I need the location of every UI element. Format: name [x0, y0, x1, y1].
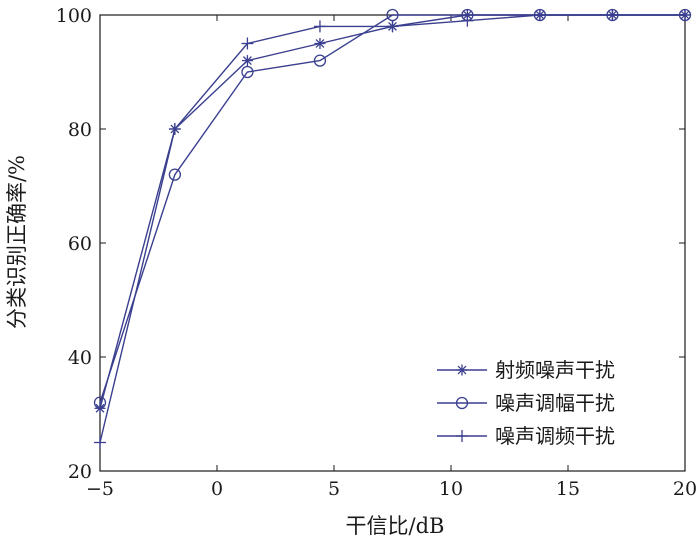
legend-item: 射频噪声干扰 — [437, 358, 615, 382]
x-tick-label: 15 — [556, 478, 580, 500]
y-tick-label: 60 — [68, 233, 92, 255]
legend-label: 噪声调频干扰 — [495, 424, 615, 448]
data-point-plus — [94, 436, 106, 449]
data-point-plus — [606, 9, 619, 21]
data-point-plus — [533, 9, 546, 21]
asterisk-marker-stroke — [457, 365, 467, 375]
series-circle — [93, 8, 692, 409]
data-point-asterisk — [241, 55, 253, 67]
x-axis-title: 干信比/dB — [346, 514, 445, 538]
data-point-circle — [313, 54, 327, 67]
data-point-plus — [679, 9, 691, 21]
x-tick-label: 10 — [439, 478, 463, 500]
data-point-circle — [93, 396, 107, 409]
data-point-plus — [241, 37, 254, 50]
legend-label: 噪声调幅干扰 — [495, 391, 615, 415]
circle-marker-shape — [455, 396, 469, 410]
circle-marker-shape — [241, 65, 254, 79]
y-tick-label: 80 — [68, 119, 92, 141]
ticks-layer: −5 0 5 10 15 20 20 40 60 80 100 — [56, 5, 697, 500]
asterisk-marker-stroke — [315, 39, 325, 48]
series-asterisk — [94, 9, 691, 414]
y-tick-label: 40 — [68, 347, 92, 369]
y-tick-label: 20 — [68, 461, 92, 483]
series-layer — [93, 8, 692, 449]
series-line-asterisk — [99, 14, 685, 409]
data-point-plus — [168, 123, 181, 135]
legend-marker-circle — [455, 396, 469, 410]
data-point-circle — [168, 168, 182, 181]
legend-label: 射频噪声干扰 — [495, 358, 615, 382]
x-tick-label: 0 — [211, 478, 223, 500]
x-tick-label: −5 — [86, 478, 114, 500]
legend-marker-plus — [456, 430, 468, 442]
circle-marker-shape — [93, 396, 107, 409]
legend-item: 噪声调频干扰 — [437, 424, 615, 448]
data-point-plus — [386, 20, 399, 33]
circle-marker-shape — [313, 54, 327, 67]
data-point-circle — [241, 65, 254, 79]
data-point-plus — [313, 20, 326, 33]
circle-marker-shape — [168, 168, 182, 181]
legend-item: 噪声调幅干扰 — [437, 391, 615, 415]
x-tick-label: 20 — [673, 478, 697, 500]
x-tick-label: 5 — [328, 478, 340, 500]
series-plus — [94, 9, 691, 449]
y-axis-title: 分类识别正确率/% — [5, 155, 29, 329]
legend-marker-asterisk — [456, 364, 468, 376]
asterisk-marker-stroke — [243, 56, 252, 66]
data-point-plus — [461, 14, 474, 27]
data-point-asterisk — [314, 38, 326, 49]
series-line-circle — [99, 14, 685, 403]
y-tick-label: 100 — [56, 5, 92, 27]
